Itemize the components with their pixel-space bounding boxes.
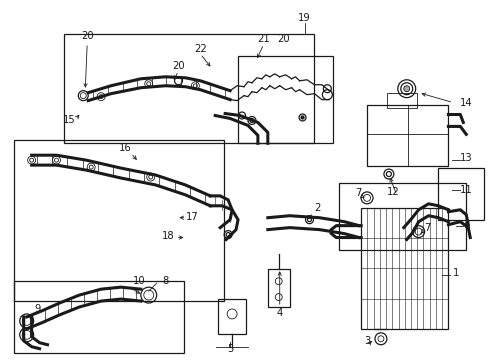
Circle shape — [301, 116, 304, 119]
Text: 20: 20 — [172, 61, 184, 71]
Text: 15: 15 — [63, 116, 76, 126]
Bar — [64, 34, 314, 143]
Bar — [267, 269, 289, 307]
Text: 18: 18 — [162, 230, 175, 240]
Bar — [14, 281, 184, 353]
Text: 22: 22 — [194, 44, 206, 54]
Text: 8: 8 — [163, 276, 168, 286]
Text: 12: 12 — [386, 187, 398, 197]
Text: 7: 7 — [354, 188, 361, 198]
Text: 20: 20 — [277, 34, 289, 44]
Text: 3: 3 — [363, 336, 369, 346]
Circle shape — [403, 86, 409, 92]
Text: 19: 19 — [298, 13, 310, 23]
Bar — [386, 93, 416, 108]
Text: 13: 13 — [459, 153, 472, 163]
Bar — [366, 105, 447, 166]
Text: 14: 14 — [459, 98, 472, 108]
Text: 4: 4 — [276, 308, 282, 318]
Text: 20: 20 — [81, 31, 93, 41]
Text: 6: 6 — [462, 221, 468, 231]
Bar — [360, 208, 447, 329]
Bar — [438, 168, 483, 220]
Bar — [339, 183, 466, 251]
Text: 10: 10 — [133, 276, 145, 286]
Text: 2: 2 — [314, 203, 320, 213]
Bar — [218, 299, 245, 334]
Text: 7: 7 — [424, 222, 430, 233]
Text: 11: 11 — [459, 185, 472, 195]
Text: 9: 9 — [34, 304, 41, 314]
Text: 1: 1 — [451, 268, 458, 278]
Bar — [238, 56, 333, 143]
Text: 5: 5 — [226, 344, 233, 354]
Text: 16: 16 — [118, 143, 131, 153]
Text: 21: 21 — [257, 34, 270, 44]
Bar — [14, 140, 224, 301]
Text: 17: 17 — [185, 212, 199, 222]
